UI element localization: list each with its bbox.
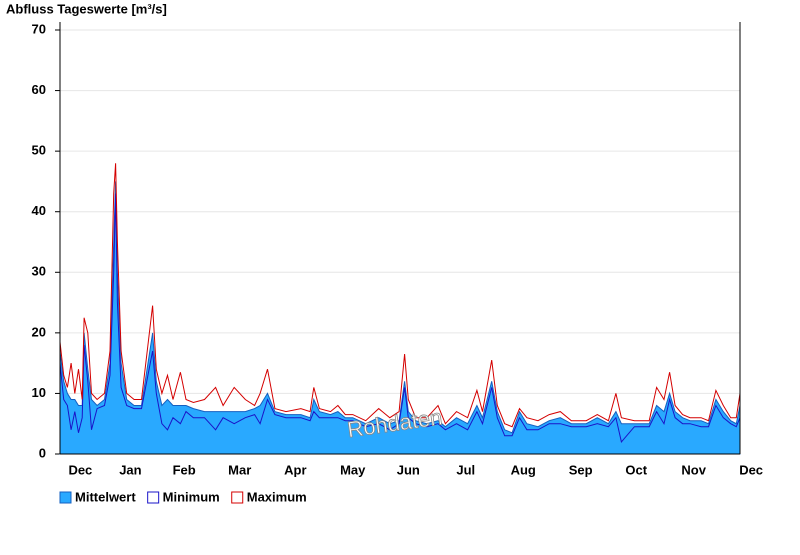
x-tick-label: Jun — [397, 462, 420, 477]
y-tick-label: 20 — [32, 324, 46, 339]
x-tick-label: Nov — [681, 462, 706, 477]
legend-swatch — [231, 491, 244, 504]
legend-label: Maximum — [247, 489, 307, 504]
legend-label: Mittelwert — [75, 489, 136, 504]
area — [59, 181, 741, 455]
line — [59, 193, 741, 443]
y-tick-label: 40 — [32, 203, 46, 218]
legend-label: Minimum — [163, 489, 220, 504]
x-tick-label: Jul — [456, 462, 475, 477]
y-tick-label: 10 — [32, 385, 46, 400]
line — [59, 163, 741, 428]
x-tick-label: Dec — [68, 462, 92, 477]
y-tick-label: 50 — [32, 143, 46, 158]
legend-swatch — [59, 491, 72, 504]
x-tick-label: Oct — [625, 462, 647, 477]
x-tick-label: Sep — [569, 462, 593, 477]
y-tick-label: 70 — [32, 21, 46, 36]
x-tick-label: Apr — [284, 462, 306, 477]
x-tick-label: Mar — [228, 462, 251, 477]
chart-title: Abfluss Tageswerte [m³/s] — [6, 1, 167, 16]
y-tick-label: 60 — [32, 82, 46, 97]
x-tick-label: Jan — [119, 462, 141, 477]
y-tick-label: 30 — [32, 264, 46, 279]
legend-swatch — [147, 491, 160, 504]
y-tick-label: 0 — [39, 445, 46, 460]
x-tick-label: May — [340, 462, 366, 477]
x-tick-label: Dec — [739, 462, 763, 477]
x-tick-label: Aug — [511, 462, 536, 477]
x-tick-label: Feb — [173, 462, 196, 477]
